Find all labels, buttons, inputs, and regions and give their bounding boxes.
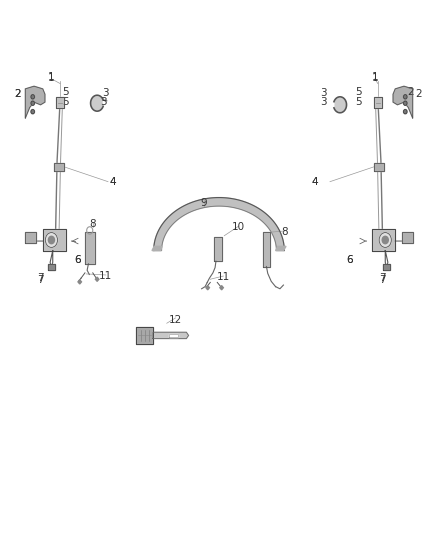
Polygon shape — [374, 97, 382, 109]
Polygon shape — [153, 332, 188, 338]
Text: 6: 6 — [74, 255, 81, 265]
Text: 3: 3 — [320, 97, 327, 107]
Polygon shape — [95, 277, 99, 281]
Text: 1: 1 — [371, 73, 378, 83]
Text: 2: 2 — [14, 89, 21, 99]
Polygon shape — [214, 237, 223, 261]
Polygon shape — [48, 264, 55, 270]
Text: 2: 2 — [14, 88, 21, 99]
Circle shape — [48, 236, 54, 244]
Polygon shape — [85, 232, 95, 264]
Circle shape — [31, 101, 35, 106]
Text: 7: 7 — [379, 273, 385, 283]
Text: 4: 4 — [109, 176, 116, 187]
Text: 11: 11 — [217, 272, 230, 282]
Polygon shape — [206, 286, 209, 290]
Polygon shape — [393, 86, 413, 118]
Circle shape — [403, 95, 407, 99]
Polygon shape — [374, 163, 384, 171]
Text: 6: 6 — [74, 255, 81, 265]
Polygon shape — [383, 264, 390, 270]
Text: 7: 7 — [379, 274, 385, 285]
Text: 7: 7 — [37, 274, 44, 285]
Text: 1: 1 — [48, 72, 55, 82]
Polygon shape — [152, 246, 162, 251]
Circle shape — [31, 110, 35, 114]
Text: 5: 5 — [63, 86, 69, 96]
Text: 12: 12 — [169, 314, 182, 325]
Circle shape — [46, 232, 57, 247]
Text: 8: 8 — [281, 227, 288, 237]
Polygon shape — [372, 229, 395, 251]
Circle shape — [382, 236, 389, 244]
Polygon shape — [25, 86, 45, 118]
Text: 9: 9 — [201, 198, 207, 208]
Text: 6: 6 — [346, 255, 353, 265]
Text: 4: 4 — [311, 176, 318, 187]
Text: 3: 3 — [100, 97, 107, 107]
Text: 10: 10 — [232, 222, 245, 232]
Polygon shape — [262, 232, 270, 266]
Text: 6: 6 — [346, 255, 353, 265]
Polygon shape — [25, 232, 36, 243]
Text: 8: 8 — [89, 219, 96, 229]
Polygon shape — [402, 232, 413, 243]
Circle shape — [403, 110, 407, 114]
Polygon shape — [220, 286, 223, 290]
Circle shape — [31, 95, 35, 99]
Polygon shape — [169, 334, 178, 337]
Text: 7: 7 — [37, 273, 44, 283]
Text: 2: 2 — [407, 86, 414, 96]
Text: 3: 3 — [102, 87, 108, 98]
Polygon shape — [154, 198, 284, 251]
Polygon shape — [335, 99, 345, 111]
Polygon shape — [136, 327, 153, 344]
Text: 5: 5 — [355, 86, 362, 96]
Polygon shape — [78, 280, 81, 284]
Text: 2: 2 — [415, 88, 422, 99]
Circle shape — [379, 232, 391, 247]
Circle shape — [403, 101, 407, 106]
Polygon shape — [56, 97, 64, 109]
Text: 11: 11 — [99, 271, 113, 281]
Text: 5: 5 — [63, 97, 69, 107]
Text: 4: 4 — [311, 176, 318, 187]
Text: 4: 4 — [109, 176, 116, 187]
Text: 1: 1 — [48, 73, 55, 83]
Polygon shape — [43, 229, 66, 251]
Text: 1: 1 — [371, 72, 378, 82]
Text: 3: 3 — [320, 87, 327, 98]
Polygon shape — [54, 163, 64, 171]
Polygon shape — [92, 97, 102, 110]
Text: 5: 5 — [355, 97, 362, 107]
Polygon shape — [276, 246, 286, 251]
